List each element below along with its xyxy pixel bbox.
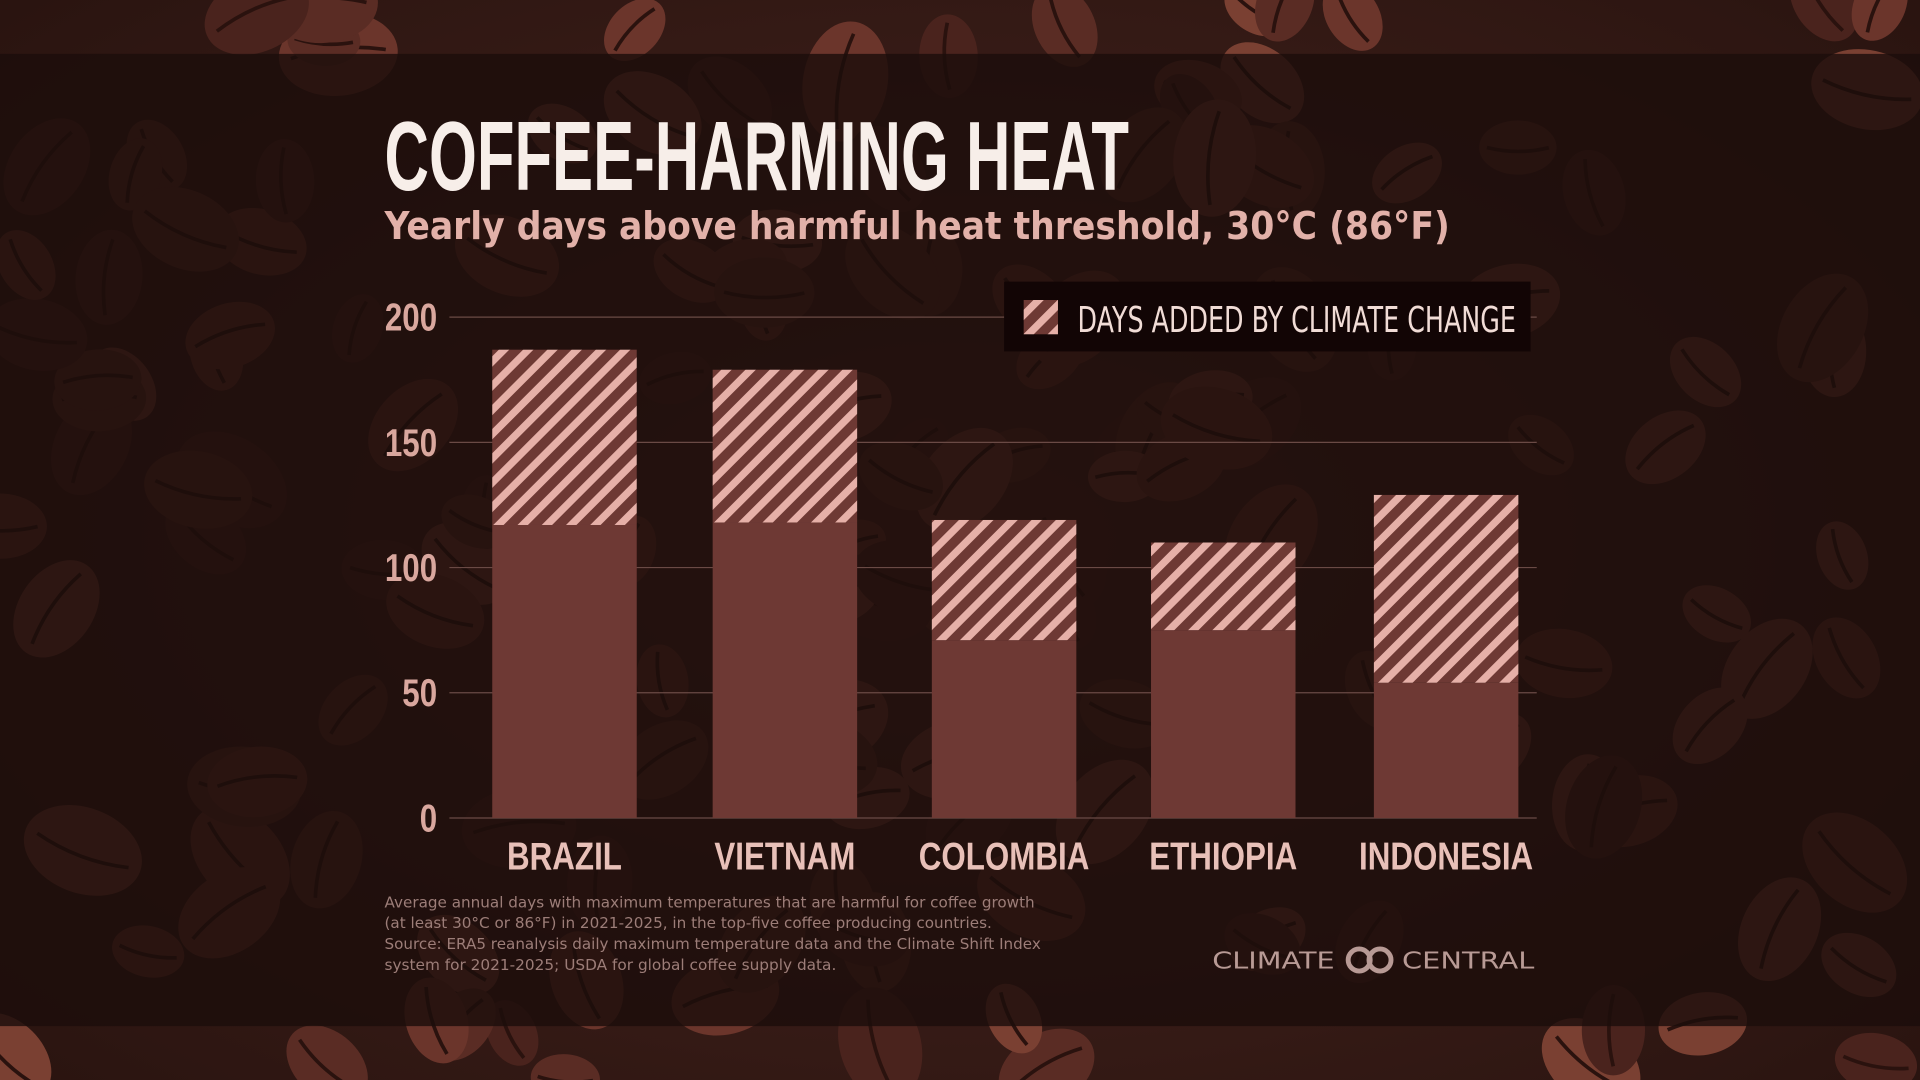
bean-body [1851, 0, 1908, 41]
bean-body [1255, 0, 1315, 42]
bar-base [1373, 682, 1519, 818]
bean [530, 1054, 600, 1080]
x-tick-label: BRAZIL [507, 834, 622, 878]
x-tick-label: ETHIOPIA [1149, 834, 1297, 878]
legend-label: DAYS ADDED BY CLIMATE CHANGE [1078, 300, 1516, 341]
footnote-line: system for 2021-2025; USDA for global co… [384, 956, 836, 974]
bar-added [712, 369, 858, 523]
bean-body [286, 1025, 368, 1080]
legend-box [1004, 281, 1531, 352]
footnote-line: Source: ERA5 reanalysis daily maximum te… [384, 935, 1040, 953]
bean-crease [1842, 1054, 1909, 1071]
bean [1255, 0, 1315, 42]
legend: DAYS ADDED BY CLIMATE CHANGE [1004, 281, 1531, 352]
logo: CLIMATE CENTRAL [1212, 946, 1534, 975]
legend-swatch [1023, 300, 1058, 335]
chart-subtitle: Yearly days above harmful heat threshold… [384, 204, 1450, 248]
bar-base [712, 522, 858, 818]
bean-body [1834, 1032, 1918, 1080]
x-tick-label: INDONESIA [1359, 834, 1533, 878]
logo-text: CLIMATE [1212, 948, 1334, 975]
bean-body [0, 1012, 52, 1080]
bar-base [492, 524, 637, 818]
bar-base [1151, 630, 1296, 818]
bean [604, 0, 666, 61]
bar-added [492, 349, 637, 525]
bean-body [204, 0, 309, 55]
y-tick-label: 150 [385, 420, 437, 464]
x-tick-label: VIETNAM [714, 834, 855, 878]
bean-crease [215, 0, 297, 33]
bean-crease [1803, 0, 1845, 32]
bean [0, 1012, 52, 1080]
logo-text: CENTRAL [1402, 948, 1534, 975]
y-tick-label: 50 [402, 671, 437, 715]
bean [1834, 1032, 1918, 1080]
y-tick-label: 200 [385, 295, 437, 339]
bean [1031, 0, 1098, 67]
bean-crease [1865, 0, 1894, 33]
bar-added [1373, 494, 1519, 683]
bean-crease [0, 1027, 38, 1080]
footnote: Average annual days with maximum tempera… [384, 893, 1040, 973]
bean-body [1789, 0, 1859, 42]
bar-added [931, 519, 1077, 641]
plot: 0 50 100 150 200 BRAZIL VIETNAM COLOMBIA ETHIOPI… [385, 281, 1537, 878]
y-tick-label: 100 [385, 546, 437, 590]
bean-crease [613, 7, 656, 52]
bean-body [1031, 0, 1098, 67]
bean-body [530, 1054, 600, 1080]
bean [1851, 0, 1908, 41]
bean [1789, 0, 1859, 42]
bean-crease [298, 1038, 356, 1080]
bean-crease [1554, 1035, 1627, 1080]
y-tick-label: 0 [420, 796, 437, 840]
bean-crease [1335, 0, 1370, 43]
bean-crease [537, 1074, 594, 1080]
bean [286, 1025, 368, 1080]
bean-crease [1009, 1046, 1083, 1080]
logo-icon [1366, 946, 1394, 974]
footnote-line: Average annual days with maximum tempera… [384, 893, 1034, 911]
x-tick-label: COLOMBIA [919, 834, 1090, 878]
bean-crease [1271, 0, 1299, 33]
bean [1322, 0, 1383, 51]
bar-base [931, 640, 1077, 818]
bean [204, 0, 309, 55]
bar-added [1151, 542, 1296, 631]
chart-title: COFFEE-HARMING HEAT [384, 101, 1128, 211]
bean-crease [1048, 0, 1082, 59]
footnote-line: (at least 30°C or 86°F) in 2021-2025, in… [384, 914, 991, 932]
bean-body [1322, 0, 1383, 51]
